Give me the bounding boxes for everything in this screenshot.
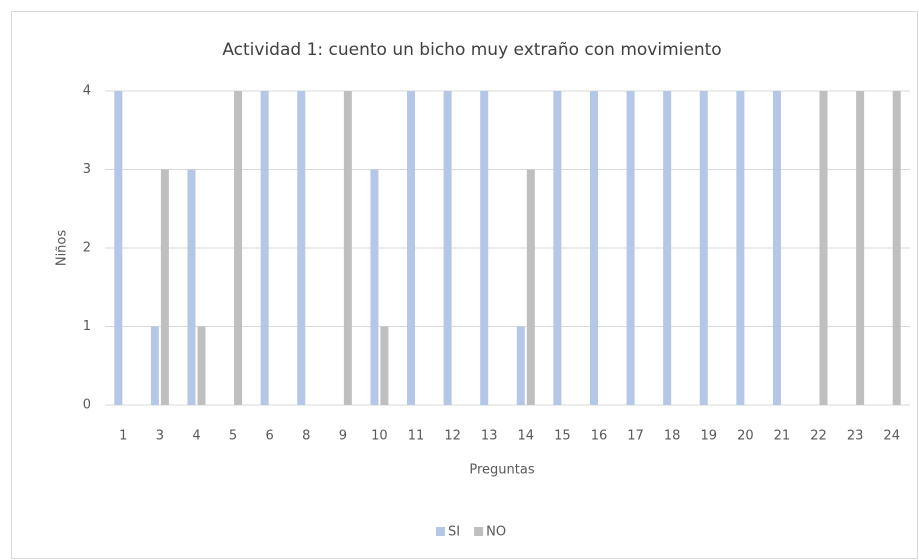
legend-label: SI	[448, 525, 460, 540]
x-tick-label: 14	[518, 429, 535, 444]
bar	[260, 91, 269, 405]
x-tick-label: 16	[591, 429, 608, 444]
y-tick-label: 2	[83, 241, 91, 256]
x-tick-label: 24	[883, 429, 900, 444]
x-tick-label: 12	[444, 429, 461, 444]
y-axis-title: Niños	[55, 230, 70, 267]
bar	[407, 91, 416, 405]
x-tick-label: 11	[408, 429, 425, 444]
bar	[516, 326, 525, 405]
x-tick-label: 13	[481, 429, 498, 444]
x-tick-label: 3	[156, 429, 164, 444]
bar	[589, 91, 598, 405]
bar	[160, 169, 169, 405]
x-tick-label: 4	[192, 429, 200, 444]
x-tick-label: 8	[302, 429, 310, 444]
bar	[480, 91, 489, 405]
legend-swatch	[436, 527, 445, 536]
x-tick-label: 23	[847, 429, 864, 444]
x-tick-label: 20	[737, 429, 754, 444]
bar	[197, 326, 206, 405]
bar	[819, 91, 828, 405]
bar	[370, 169, 379, 405]
bar	[736, 91, 745, 405]
y-tick-label: 4	[83, 84, 91, 99]
y-tick-label: 0	[83, 398, 91, 413]
bar	[150, 326, 159, 405]
bar	[297, 91, 306, 405]
bar	[443, 91, 452, 405]
y-tick-label: 3	[83, 162, 91, 177]
x-axis-title: Preguntas	[469, 463, 534, 478]
x-tick-label: 22	[810, 429, 827, 444]
chart-title: Actividad 1: cuento un bicho muy extraño…	[222, 40, 721, 60]
bar	[856, 91, 865, 405]
x-tick-label: 1	[119, 429, 127, 444]
x-tick-label: 6	[266, 429, 274, 444]
bar	[663, 91, 672, 405]
bar	[187, 169, 196, 405]
bar	[380, 326, 389, 405]
bar	[343, 91, 352, 405]
x-tick-label: 9	[339, 429, 347, 444]
chart-frame	[11, 11, 918, 559]
bar	[553, 91, 562, 405]
bar	[626, 91, 635, 405]
x-tick-label: 19	[700, 429, 717, 444]
legend-swatch	[474, 527, 484, 536]
x-tick-label: 17	[627, 429, 644, 444]
legend-label: NO	[486, 525, 506, 540]
bar	[234, 91, 243, 405]
x-tick-label: 10	[371, 429, 388, 444]
x-tick-label: 5	[229, 429, 237, 444]
bar	[772, 91, 781, 405]
x-tick-label: 21	[774, 429, 791, 444]
bar	[699, 91, 708, 405]
bar	[114, 91, 123, 405]
y-tick-label: 1	[83, 319, 91, 334]
bar	[526, 169, 535, 405]
x-tick-label: 15	[554, 429, 571, 444]
x-tick-label: 18	[664, 429, 681, 444]
bar	[892, 91, 901, 405]
